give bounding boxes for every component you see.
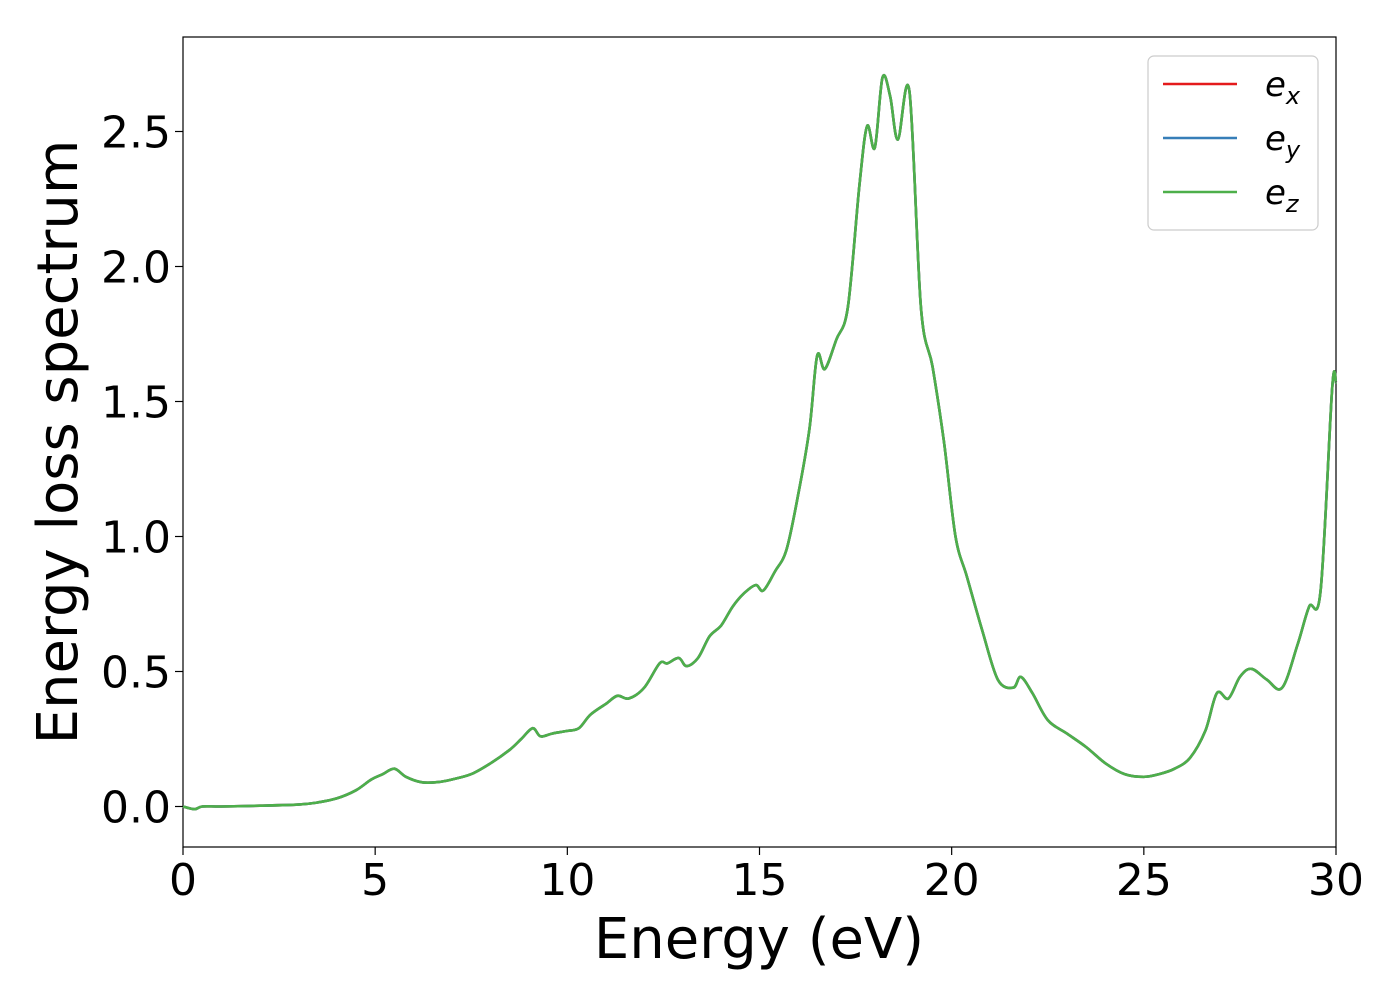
legend-box — [1147, 55, 1319, 231]
legend-label-sub: x — [1285, 82, 1301, 110]
y-tick-label: 1.5 — [101, 378, 171, 429]
legend-label-sub: z — [1285, 190, 1300, 218]
y-tick-label: 0.5 — [101, 648, 171, 699]
y-tick-label: 0.0 — [101, 783, 171, 834]
x-tick-label: 25 — [1116, 855, 1172, 906]
plot-area — [182, 36, 1337, 848]
x-tick-label: 10 — [539, 855, 595, 906]
y-tick-label: 2.5 — [101, 108, 171, 159]
y-axis-label: Energy loss spectrum — [26, 140, 91, 745]
legend-label-main: e — [1265, 119, 1286, 159]
legend-label-sub: y — [1285, 136, 1301, 164]
y-tick-label: 2.0 — [101, 243, 171, 294]
legend-label-main: e — [1265, 173, 1286, 213]
legend-label-e_y: ey — [1265, 119, 1301, 164]
y-axis-ticks: 0.0 0.5 1.0 1.5 2.0 2.5 — [101, 108, 183, 834]
legend-label-main: e — [1265, 65, 1286, 105]
x-axis-ticks: 0 5 10 15 20 25 30 — [169, 847, 1364, 906]
x-tick-label: 0 — [169, 855, 197, 906]
x-tick-label: 15 — [732, 855, 788, 906]
y-tick-label: 1.0 — [101, 513, 171, 564]
x-tick-label: 20 — [924, 855, 980, 906]
series-lines — [182, 74, 1338, 811]
legend-label-e_z: ez — [1265, 173, 1300, 218]
x-tick-label: 5 — [361, 855, 389, 906]
legend-label-e_x: ex — [1265, 65, 1301, 110]
x-axis-label: Energy (eV) — [594, 907, 924, 972]
x-tick-label: 30 — [1308, 855, 1364, 906]
series-line-e_z — [182, 74, 1338, 811]
